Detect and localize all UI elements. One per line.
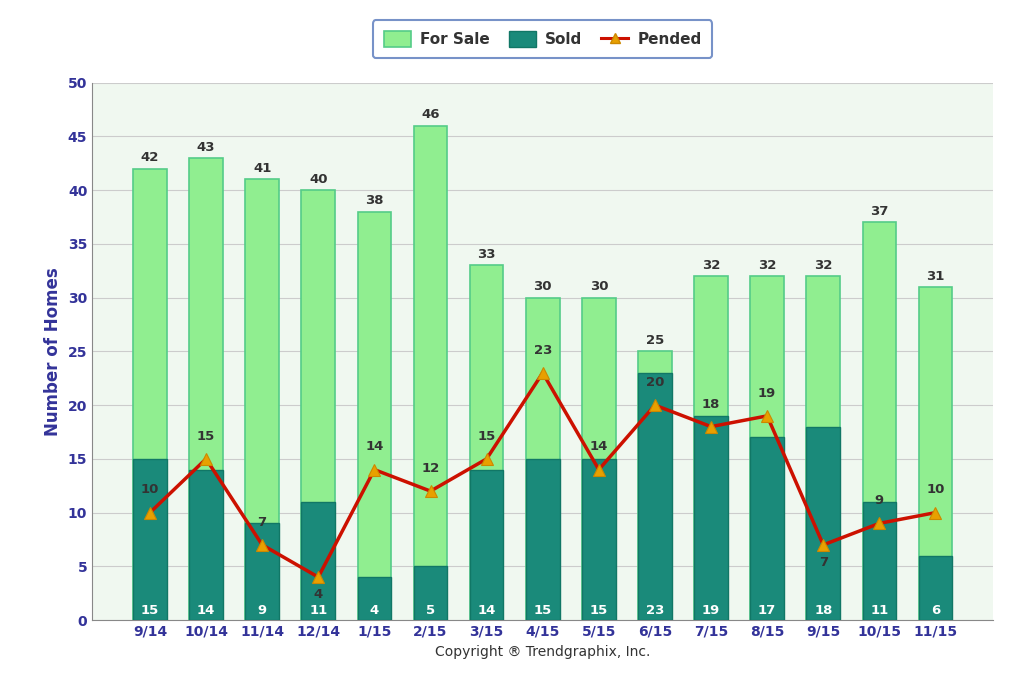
- Bar: [582, 459, 615, 620]
- X-axis label: Copyright ® Trendgraphix, Inc.: Copyright ® Trendgraphix, Inc.: [435, 644, 650, 659]
- Text: 14: 14: [477, 604, 496, 617]
- Bar: [694, 276, 728, 620]
- Text: 30: 30: [590, 280, 608, 294]
- Text: 33: 33: [477, 248, 496, 261]
- Bar: [526, 459, 559, 620]
- Text: 23: 23: [646, 604, 665, 617]
- Bar: [638, 373, 672, 620]
- Text: 11: 11: [309, 604, 328, 617]
- Text: 7: 7: [258, 516, 266, 528]
- Bar: [694, 416, 728, 620]
- Text: 38: 38: [366, 194, 384, 207]
- Text: 20: 20: [646, 376, 665, 389]
- Text: 15: 15: [197, 430, 215, 443]
- Y-axis label: Number of Homes: Number of Homes: [44, 267, 62, 435]
- Bar: [751, 438, 784, 620]
- Text: 14: 14: [366, 440, 384, 453]
- Text: 43: 43: [197, 141, 215, 154]
- Text: 31: 31: [927, 269, 945, 282]
- Text: 23: 23: [534, 344, 552, 357]
- Text: 25: 25: [646, 334, 665, 347]
- Bar: [133, 459, 167, 620]
- Text: 42: 42: [140, 152, 159, 165]
- Text: 32: 32: [758, 259, 776, 272]
- Text: 12: 12: [421, 462, 439, 475]
- Bar: [470, 265, 504, 620]
- Text: 41: 41: [253, 162, 271, 175]
- Text: 9: 9: [874, 494, 884, 507]
- Bar: [301, 502, 335, 620]
- Bar: [414, 125, 447, 620]
- Text: 10: 10: [927, 484, 945, 497]
- Text: 4: 4: [313, 588, 323, 601]
- Text: 18: 18: [814, 604, 833, 617]
- Text: 15: 15: [477, 430, 496, 443]
- Text: 14: 14: [590, 440, 608, 453]
- Text: 15: 15: [590, 604, 608, 617]
- Bar: [807, 276, 840, 620]
- Text: 5: 5: [426, 604, 435, 617]
- Text: 32: 32: [701, 259, 720, 272]
- Bar: [357, 577, 391, 620]
- Text: 4: 4: [370, 604, 379, 617]
- Text: 37: 37: [870, 205, 889, 218]
- Bar: [301, 190, 335, 620]
- Text: 9: 9: [258, 604, 266, 617]
- Bar: [638, 351, 672, 620]
- Bar: [751, 276, 784, 620]
- Bar: [470, 470, 504, 620]
- Bar: [133, 169, 167, 620]
- Bar: [414, 566, 447, 620]
- Bar: [526, 298, 559, 620]
- Text: 19: 19: [758, 387, 776, 400]
- Text: 46: 46: [421, 108, 439, 121]
- Text: 18: 18: [701, 398, 720, 411]
- Text: 19: 19: [701, 604, 720, 617]
- Text: 10: 10: [140, 484, 159, 497]
- Text: 32: 32: [814, 259, 833, 272]
- Bar: [582, 298, 615, 620]
- Bar: [189, 470, 223, 620]
- Text: 6: 6: [931, 604, 940, 617]
- Bar: [357, 212, 391, 620]
- Text: 17: 17: [758, 604, 776, 617]
- Text: 15: 15: [534, 604, 552, 617]
- Text: 11: 11: [870, 604, 889, 617]
- Text: 40: 40: [309, 173, 328, 186]
- Legend: For Sale, Sold, Pended: For Sale, Sold, Pended: [373, 21, 713, 58]
- Bar: [189, 158, 223, 620]
- Bar: [807, 426, 840, 620]
- Text: 15: 15: [141, 604, 159, 617]
- Bar: [919, 287, 952, 620]
- Text: 7: 7: [819, 555, 827, 568]
- Text: 30: 30: [534, 280, 552, 294]
- Bar: [246, 524, 279, 620]
- Bar: [919, 555, 952, 620]
- Bar: [862, 502, 896, 620]
- Text: 14: 14: [197, 604, 215, 617]
- Bar: [246, 179, 279, 620]
- Bar: [862, 223, 896, 620]
